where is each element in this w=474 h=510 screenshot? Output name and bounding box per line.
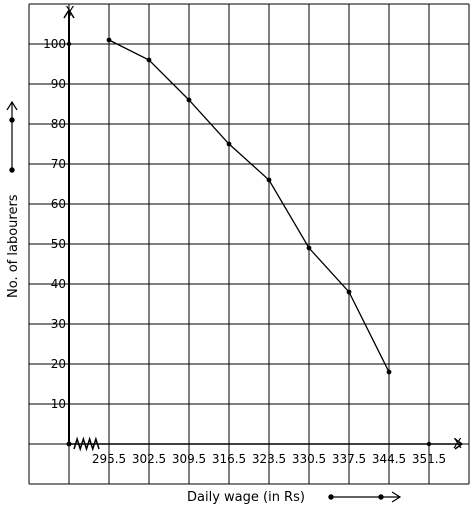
y-tick-label: 80: [51, 117, 66, 131]
x-axis-arrow-icon: [454, 438, 464, 450]
y-tick-label: 40: [51, 277, 66, 291]
y-axis-point-100: [66, 41, 72, 47]
data-point: [106, 37, 112, 43]
y-tick-labels: 10 20 30 40 50 60 70 80 90 100: [43, 37, 72, 411]
y-tick-label: 20: [51, 357, 66, 371]
axes: [63, 8, 464, 452]
x-tick-label: 323.5: [252, 452, 286, 466]
x-tick-label: 309.5: [172, 452, 206, 466]
x-tick-label: 295.5: [92, 452, 126, 466]
series-points: [106, 37, 392, 375]
x-axis-letter: X: [453, 437, 462, 452]
series-line-path: [108, 39, 390, 373]
y-axis-arrow-icon: [63, 8, 75, 19]
origin-point: [66, 441, 72, 447]
x-axis-end-point: [426, 441, 432, 447]
x-direction-arrow-icon: [328, 491, 402, 503]
grid-lines: [28, 3, 470, 485]
data-point: [266, 177, 272, 183]
x-axis-break-icon: [73, 436, 100, 452]
y-tick-label: 90: [51, 77, 66, 91]
y-tick-label: 100: [43, 37, 66, 51]
y-axis-letter: Y: [65, 5, 74, 20]
data-point: [146, 57, 152, 63]
series-line: [108, 39, 390, 373]
x-tick-labels: 295.5 302.5 309.5 316.5 323.5 330.5 337.5 344.5…: [92, 441, 446, 466]
y-tick-label: 70: [51, 157, 66, 171]
x-tick-label: 302.5: [132, 452, 166, 466]
x-axis-label: Daily wage (in Rs): [187, 490, 305, 505]
data-point: [306, 245, 312, 251]
y-tick-label: 30: [51, 317, 66, 331]
data-point: [186, 97, 192, 103]
y-tick-label: 50: [51, 237, 66, 251]
data-point: [386, 369, 392, 375]
y-direction-arrow-icon: [6, 100, 18, 173]
y-tick-label: 10: [51, 397, 66, 411]
y-tick-label: 60: [51, 197, 66, 211]
y-axis-label: No. of labourers: [6, 194, 21, 298]
data-point: [346, 289, 352, 295]
x-tick-label: 316.5: [212, 452, 246, 466]
x-tick-label: 344.5: [372, 452, 406, 466]
x-tick-label: 330.5: [292, 452, 326, 466]
x-tick-label: 351.5: [412, 452, 446, 466]
data-point: [226, 141, 232, 147]
x-tick-label: 337.5: [332, 452, 366, 466]
